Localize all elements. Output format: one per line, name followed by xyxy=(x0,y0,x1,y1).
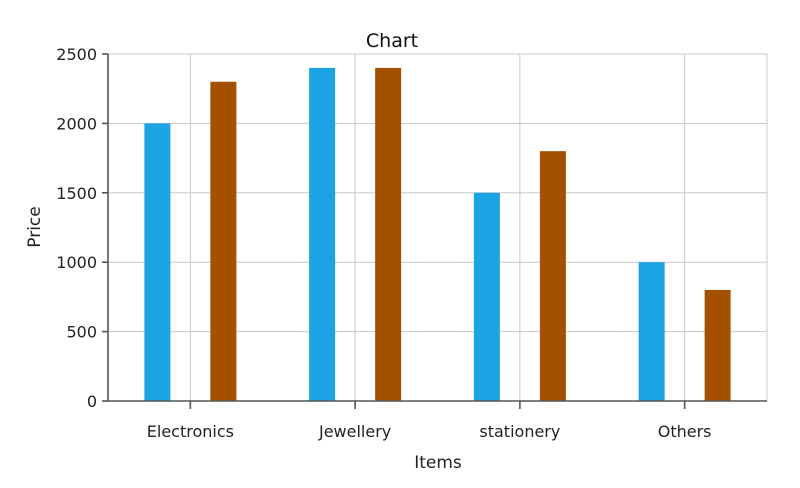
bar-series-1-jewellery xyxy=(309,67,336,401)
bar-series-1-electronics xyxy=(144,123,171,402)
y-tick-label: 1000 xyxy=(56,253,97,272)
y-axis-label: Price xyxy=(25,206,45,247)
bar-series-2-others xyxy=(704,289,731,401)
bar-series-2-electronics xyxy=(210,81,237,401)
tick-labels: 0 500 1000 1500 2000 2500 Electronics Jewellery… xyxy=(56,45,711,441)
x-tick-label: stationery xyxy=(479,422,560,441)
x-tick-label: Electronics xyxy=(147,422,234,441)
bar-series-1-others xyxy=(638,262,665,401)
bar-series-2-jewellery xyxy=(375,67,402,401)
y-tick-label: 0 xyxy=(87,392,97,411)
y-tick-label: 500 xyxy=(66,323,97,342)
x-tick-label: Jewellery xyxy=(318,422,391,441)
axes xyxy=(102,53,767,409)
y-tick-label: 1500 xyxy=(56,184,97,203)
x-tick-label: Others xyxy=(658,422,712,441)
bar-series-1-stationery xyxy=(473,192,500,401)
bars xyxy=(144,67,731,402)
bar-series-2-stationery xyxy=(539,151,566,401)
y-tick-label: 2000 xyxy=(56,114,97,133)
x-axis-label: Items xyxy=(414,453,462,473)
y-tick-label: 2500 xyxy=(56,45,97,64)
grid-lines xyxy=(108,53,768,401)
chart-title: Chart xyxy=(366,30,418,52)
